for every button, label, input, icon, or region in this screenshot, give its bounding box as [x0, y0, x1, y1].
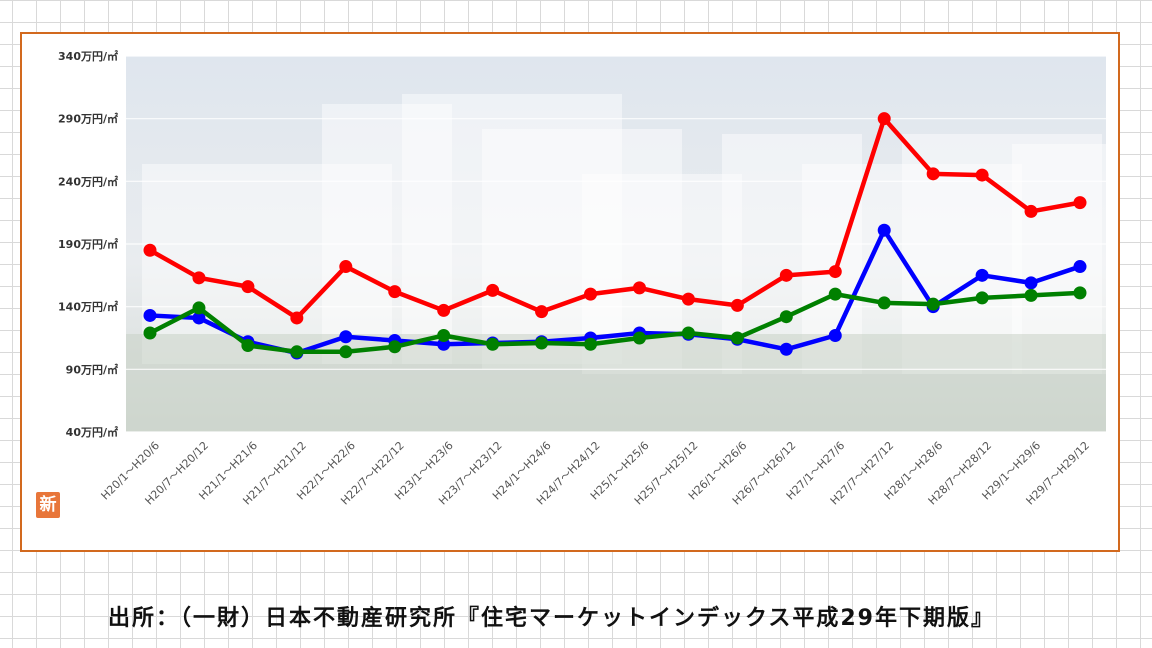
- data-point: [339, 345, 353, 359]
- data-point: [192, 311, 206, 325]
- y-tick-label: 290万円/㎡: [58, 112, 118, 126]
- data-point: [877, 223, 891, 237]
- data-point: [388, 340, 402, 354]
- new-badge: 新: [36, 492, 60, 518]
- y-tick-label: 340万円/㎡: [58, 49, 118, 63]
- data-point: [779, 310, 793, 324]
- data-point: [1073, 286, 1087, 300]
- data-point: [143, 326, 157, 340]
- y-axis-tick-labels: 40万円/㎡ 90万円/㎡ 140万円/㎡ 190万円/㎡ 240万円/㎡ 290万円/㎡…: [58, 49, 118, 439]
- data-point: [290, 311, 304, 325]
- data-point: [877, 112, 891, 126]
- data-point: [192, 271, 206, 285]
- source-caption: 出所：（一財）日本不動産研究所『住宅マーケットインデックス平成29年下期版』: [108, 606, 995, 631]
- y-tick-label: 40万円/㎡: [66, 425, 118, 439]
- series-layer: [143, 112, 1087, 360]
- data-point: [975, 268, 989, 282]
- line-chart: 40万円/㎡ 90万円/㎡ 140万円/㎡ 190万円/㎡ 240万円/㎡ 290万円/㎡…: [58, 49, 1107, 508]
- series-line: [147, 290, 1083, 355]
- data-point: [1024, 288, 1038, 302]
- data-point: [437, 328, 451, 342]
- data-point: [926, 167, 940, 181]
- series-3: [143, 286, 1087, 359]
- backdrop-building: [482, 129, 682, 369]
- data-point: [1073, 260, 1087, 274]
- y-tick-label: 140万円/㎡: [58, 300, 118, 314]
- series-line: [147, 116, 1083, 321]
- y-tick-label: 90万円/㎡: [66, 362, 118, 376]
- series-1: [143, 112, 1087, 325]
- data-point: [388, 285, 402, 299]
- data-point: [290, 345, 304, 359]
- backdrop-building: [322, 104, 452, 364]
- grid-lines: [126, 55, 1106, 433]
- backdrop-building: [402, 94, 622, 364]
- data-point: [730, 331, 744, 345]
- y-tick-label: 240万円/㎡: [58, 174, 118, 188]
- data-point: [828, 265, 842, 279]
- data-point: [339, 260, 353, 274]
- data-point: [584, 337, 598, 351]
- data-point: [975, 291, 989, 305]
- data-point: [828, 287, 842, 301]
- data-point: [828, 328, 842, 342]
- data-point: [143, 308, 157, 322]
- data-point: [632, 331, 646, 345]
- data-point: [681, 292, 695, 306]
- data-point: [437, 303, 451, 317]
- data-point: [779, 268, 793, 282]
- data-point: [535, 336, 549, 350]
- data-point: [632, 281, 646, 295]
- data-point: [241, 280, 255, 294]
- data-point: [1024, 204, 1038, 218]
- data-point: [975, 168, 989, 182]
- data-point: [535, 305, 549, 319]
- x-axis-tick-labels: H20/1～H20/6H20/7～H20/12H21/1～H21/6H21/7～…: [99, 439, 1093, 508]
- data-point: [192, 301, 206, 315]
- data-point: [241, 339, 255, 353]
- data-point: [486, 283, 500, 297]
- data-point: [339, 330, 353, 344]
- data-point: [779, 342, 793, 356]
- data-point: [143, 243, 157, 257]
- y-tick-label: 190万円/㎡: [58, 237, 118, 251]
- chart-frame: 40万円/㎡ 90万円/㎡ 140万円/㎡ 190万円/㎡ 240万円/㎡ 290万円/㎡…: [20, 32, 1120, 552]
- data-point: [486, 337, 500, 351]
- data-point: [681, 326, 695, 340]
- data-point: [1024, 276, 1038, 290]
- data-point: [926, 297, 940, 311]
- data-point: [1073, 196, 1087, 210]
- data-point: [877, 296, 891, 310]
- data-point: [730, 298, 744, 312]
- data-point: [584, 287, 598, 301]
